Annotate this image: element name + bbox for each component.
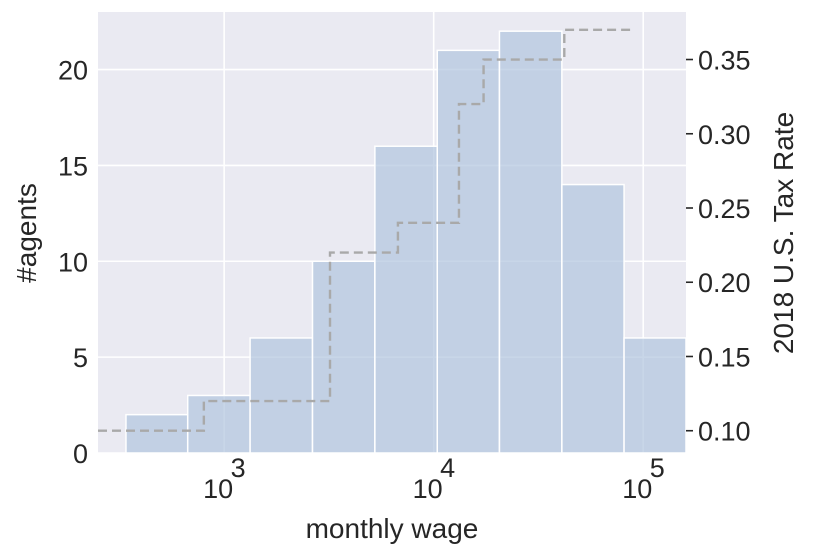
histogram-bar bbox=[436, 49, 501, 454]
histogram-bar bbox=[249, 337, 314, 454]
histogram-bars bbox=[125, 30, 687, 454]
y-tick-label: 15 bbox=[58, 151, 88, 181]
x-axis-label: monthly wage bbox=[306, 513, 479, 544]
x-tick-exponent: 4 bbox=[440, 453, 455, 483]
y-tick-label: 0 bbox=[73, 439, 88, 469]
y2-axis-label: 2018 U.S. Tax Rate bbox=[768, 112, 799, 354]
right-y-ticks: 0.10 0.15 0.20 0.25 0.30 0.35 bbox=[686, 46, 751, 447]
tax-rate-line bbox=[98, 28, 634, 432]
x-tick-label: 10 bbox=[622, 474, 652, 504]
x-tick-exponent: 3 bbox=[231, 453, 246, 483]
x-tick-label: 10 bbox=[413, 474, 443, 504]
y2-tick-label: 0.35 bbox=[698, 46, 751, 76]
y2-tick-label: 0.20 bbox=[698, 268, 751, 298]
histogram-bar bbox=[311, 260, 376, 454]
left-y-ticks: 0 5 10 15 20 bbox=[58, 56, 88, 469]
y-axis-label: #agents bbox=[11, 183, 42, 283]
x-tick-label: 10 bbox=[203, 474, 233, 504]
y2-tick-label: 0.30 bbox=[698, 120, 751, 150]
y-tick-label: 5 bbox=[73, 343, 88, 373]
tax-rate-series-line bbox=[98, 28, 634, 432]
histogram-bar bbox=[374, 145, 439, 454]
histogram-bar bbox=[125, 413, 189, 454]
y2-tick-label: 0.25 bbox=[698, 194, 751, 224]
y-tick-label: 20 bbox=[58, 56, 88, 86]
y2-tick-label: 0.15 bbox=[698, 342, 751, 372]
x-tick-exponent: 5 bbox=[650, 453, 665, 483]
y-tick-label: 10 bbox=[58, 247, 88, 277]
y2-tick-label: 0.10 bbox=[698, 417, 751, 447]
histogram-bar bbox=[623, 337, 687, 454]
histogram-bar bbox=[561, 183, 625, 454]
histogram-bar bbox=[186, 394, 251, 454]
histogram-bar bbox=[498, 30, 563, 454]
